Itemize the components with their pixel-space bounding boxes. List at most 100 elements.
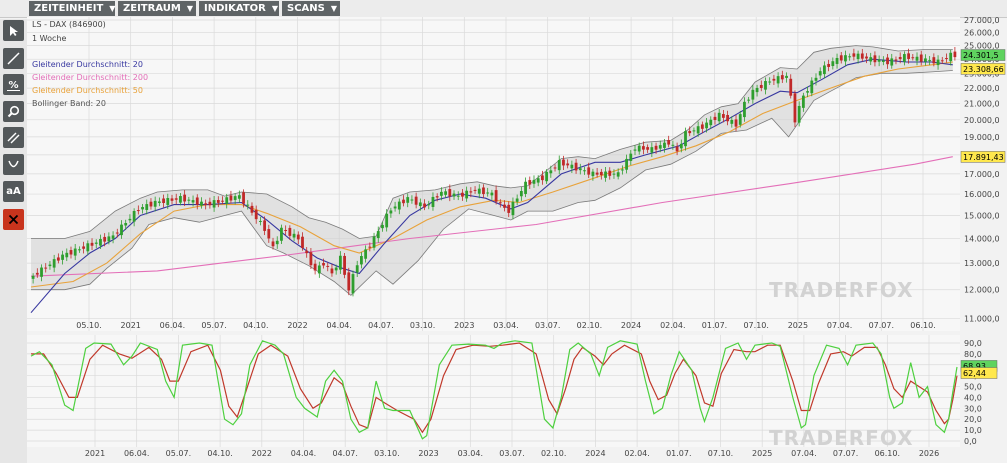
- candle-body: [157, 201, 161, 203]
- stochastic-tick-label: 50,0: [964, 383, 982, 392]
- chevron-down-icon: ▼: [186, 4, 193, 13]
- candle-body: [456, 195, 460, 197]
- date-label: 07.07.: [869, 321, 894, 330]
- arc-tool-button[interactable]: [3, 154, 24, 175]
- price-axis: 27.000,026.000,025.000,024.000,023.000,0…: [964, 17, 1000, 324]
- candle-body: [187, 199, 191, 201]
- cursor-tool-button[interactable]: [3, 20, 24, 41]
- candle-body: [397, 201, 401, 210]
- candle-body: [216, 200, 220, 203]
- stochastic-tick-label: 40,0: [964, 393, 982, 402]
- candle-body: [132, 211, 136, 222]
- stochastic-tick-label: 30,0: [964, 404, 982, 413]
- delete-tool-button[interactable]: [3, 209, 24, 230]
- candle-body: [90, 242, 94, 246]
- candle-body: [166, 198, 170, 205]
- candle-body: [477, 188, 481, 194]
- delete-icon: [8, 214, 19, 225]
- stochastic-date-label: 2025: [752, 449, 772, 458]
- candle-body: [835, 57, 839, 64]
- stochastic-tick-label: 90,0: [964, 339, 982, 348]
- menu-scans[interactable]: SCANS ▼: [282, 1, 340, 16]
- candle-body: [225, 197, 229, 204]
- candle-body: [482, 187, 485, 195]
- candle-body: [852, 53, 856, 57]
- candle-body: [549, 170, 553, 174]
- candle-body: [856, 53, 860, 60]
- candle-body: [355, 265, 359, 273]
- date-label: 2023: [454, 321, 474, 330]
- candle-body: [376, 231, 380, 239]
- candle-body: [86, 243, 90, 252]
- candle-body: [865, 56, 868, 59]
- menu-zeitraum[interactable]: ZEITRAUM ▼: [118, 1, 196, 16]
- candle-body: [368, 246, 372, 248]
- candle-body: [528, 180, 532, 185]
- candle-body: [61, 254, 64, 260]
- candle-body: [743, 101, 746, 118]
- candle-body: [351, 274, 355, 294]
- menu-indikator[interactable]: INDIKATOR ▼: [199, 1, 279, 16]
- candle-body: [915, 56, 919, 61]
- candle-body: [940, 60, 944, 62]
- percent-tool-button[interactable]: %: [3, 74, 24, 95]
- candle-body: [541, 175, 544, 181]
- candle-body: [212, 200, 216, 208]
- candle-body: [191, 200, 195, 203]
- line-tool-icon: [7, 52, 20, 65]
- candle-body: [69, 250, 73, 255]
- candle-body: [924, 58, 927, 62]
- candle-body: [793, 93, 797, 123]
- candle-body: [183, 194, 187, 202]
- date-label: 05.07.: [201, 321, 226, 330]
- menu-zeiteinheit[interactable]: ZEITEINHEIT ▼: [29, 1, 115, 16]
- zoom-tool-button[interactable]: [3, 101, 24, 122]
- text-tool-button[interactable]: aA: [3, 181, 24, 202]
- candle-body: [789, 78, 793, 96]
- candle-body: [145, 204, 149, 210]
- candle-body: [73, 248, 77, 256]
- parallel-lines-tool-button[interactable]: [3, 127, 24, 148]
- candle-body: [536, 178, 540, 183]
- candle-body: [907, 53, 910, 59]
- candle-body: [317, 265, 321, 274]
- date-label: 04.10.: [243, 321, 268, 330]
- candle-body: [271, 241, 275, 247]
- chart-subtitle: 1 Woche: [32, 34, 66, 43]
- line-tool-button[interactable]: [3, 48, 24, 69]
- candle-body: [364, 249, 368, 259]
- candle-body: [936, 59, 940, 66]
- stochastic-date-label: 04.04.: [291, 449, 316, 458]
- candle-body: [591, 171, 595, 177]
- candle-body: [848, 56, 852, 58]
- candle-body: [48, 264, 52, 267]
- date-label: 03.04.: [493, 321, 518, 330]
- stochastic-tick-label: 0,0: [964, 437, 977, 446]
- legend-entry: Gleitender Durchschnitt: 20: [32, 60, 143, 69]
- candle-body: [806, 91, 809, 93]
- date-label: 03.07.: [535, 321, 560, 330]
- stochastic-date-label: 06.10.: [875, 449, 900, 458]
- date-label: 03.10.: [410, 321, 435, 330]
- chart-area[interactable]: TRADERFOX TRADERFOX 27.000,0 26.000,0 25.0…: [27, 17, 1007, 462]
- candle-body: [242, 192, 245, 204]
- candle-body: [246, 204, 250, 206]
- candle-body: [195, 197, 199, 205]
- candle-body: [35, 272, 39, 275]
- candle-body: [949, 52, 953, 62]
- price-tick-label: 15.000,0: [964, 212, 1000, 221]
- candle-body: [721, 114, 725, 118]
- candle-body: [338, 255, 342, 270]
- stochastic-tick-label: 10,0: [964, 426, 982, 435]
- candle-body: [431, 196, 435, 207]
- candle-body: [389, 210, 393, 214]
- stochastic-date-label: 07.07.: [833, 449, 858, 458]
- candle-body: [902, 54, 906, 62]
- candle-body: [204, 203, 208, 205]
- date-label: 2021: [121, 321, 141, 330]
- stochastic-date-label: 07.10.: [708, 449, 733, 458]
- candle-body: [654, 145, 658, 150]
- stochastic-tick-label: 20,0: [964, 415, 982, 424]
- candle-body: [785, 75, 788, 78]
- stochastic-badge-label: 62,44: [963, 369, 986, 378]
